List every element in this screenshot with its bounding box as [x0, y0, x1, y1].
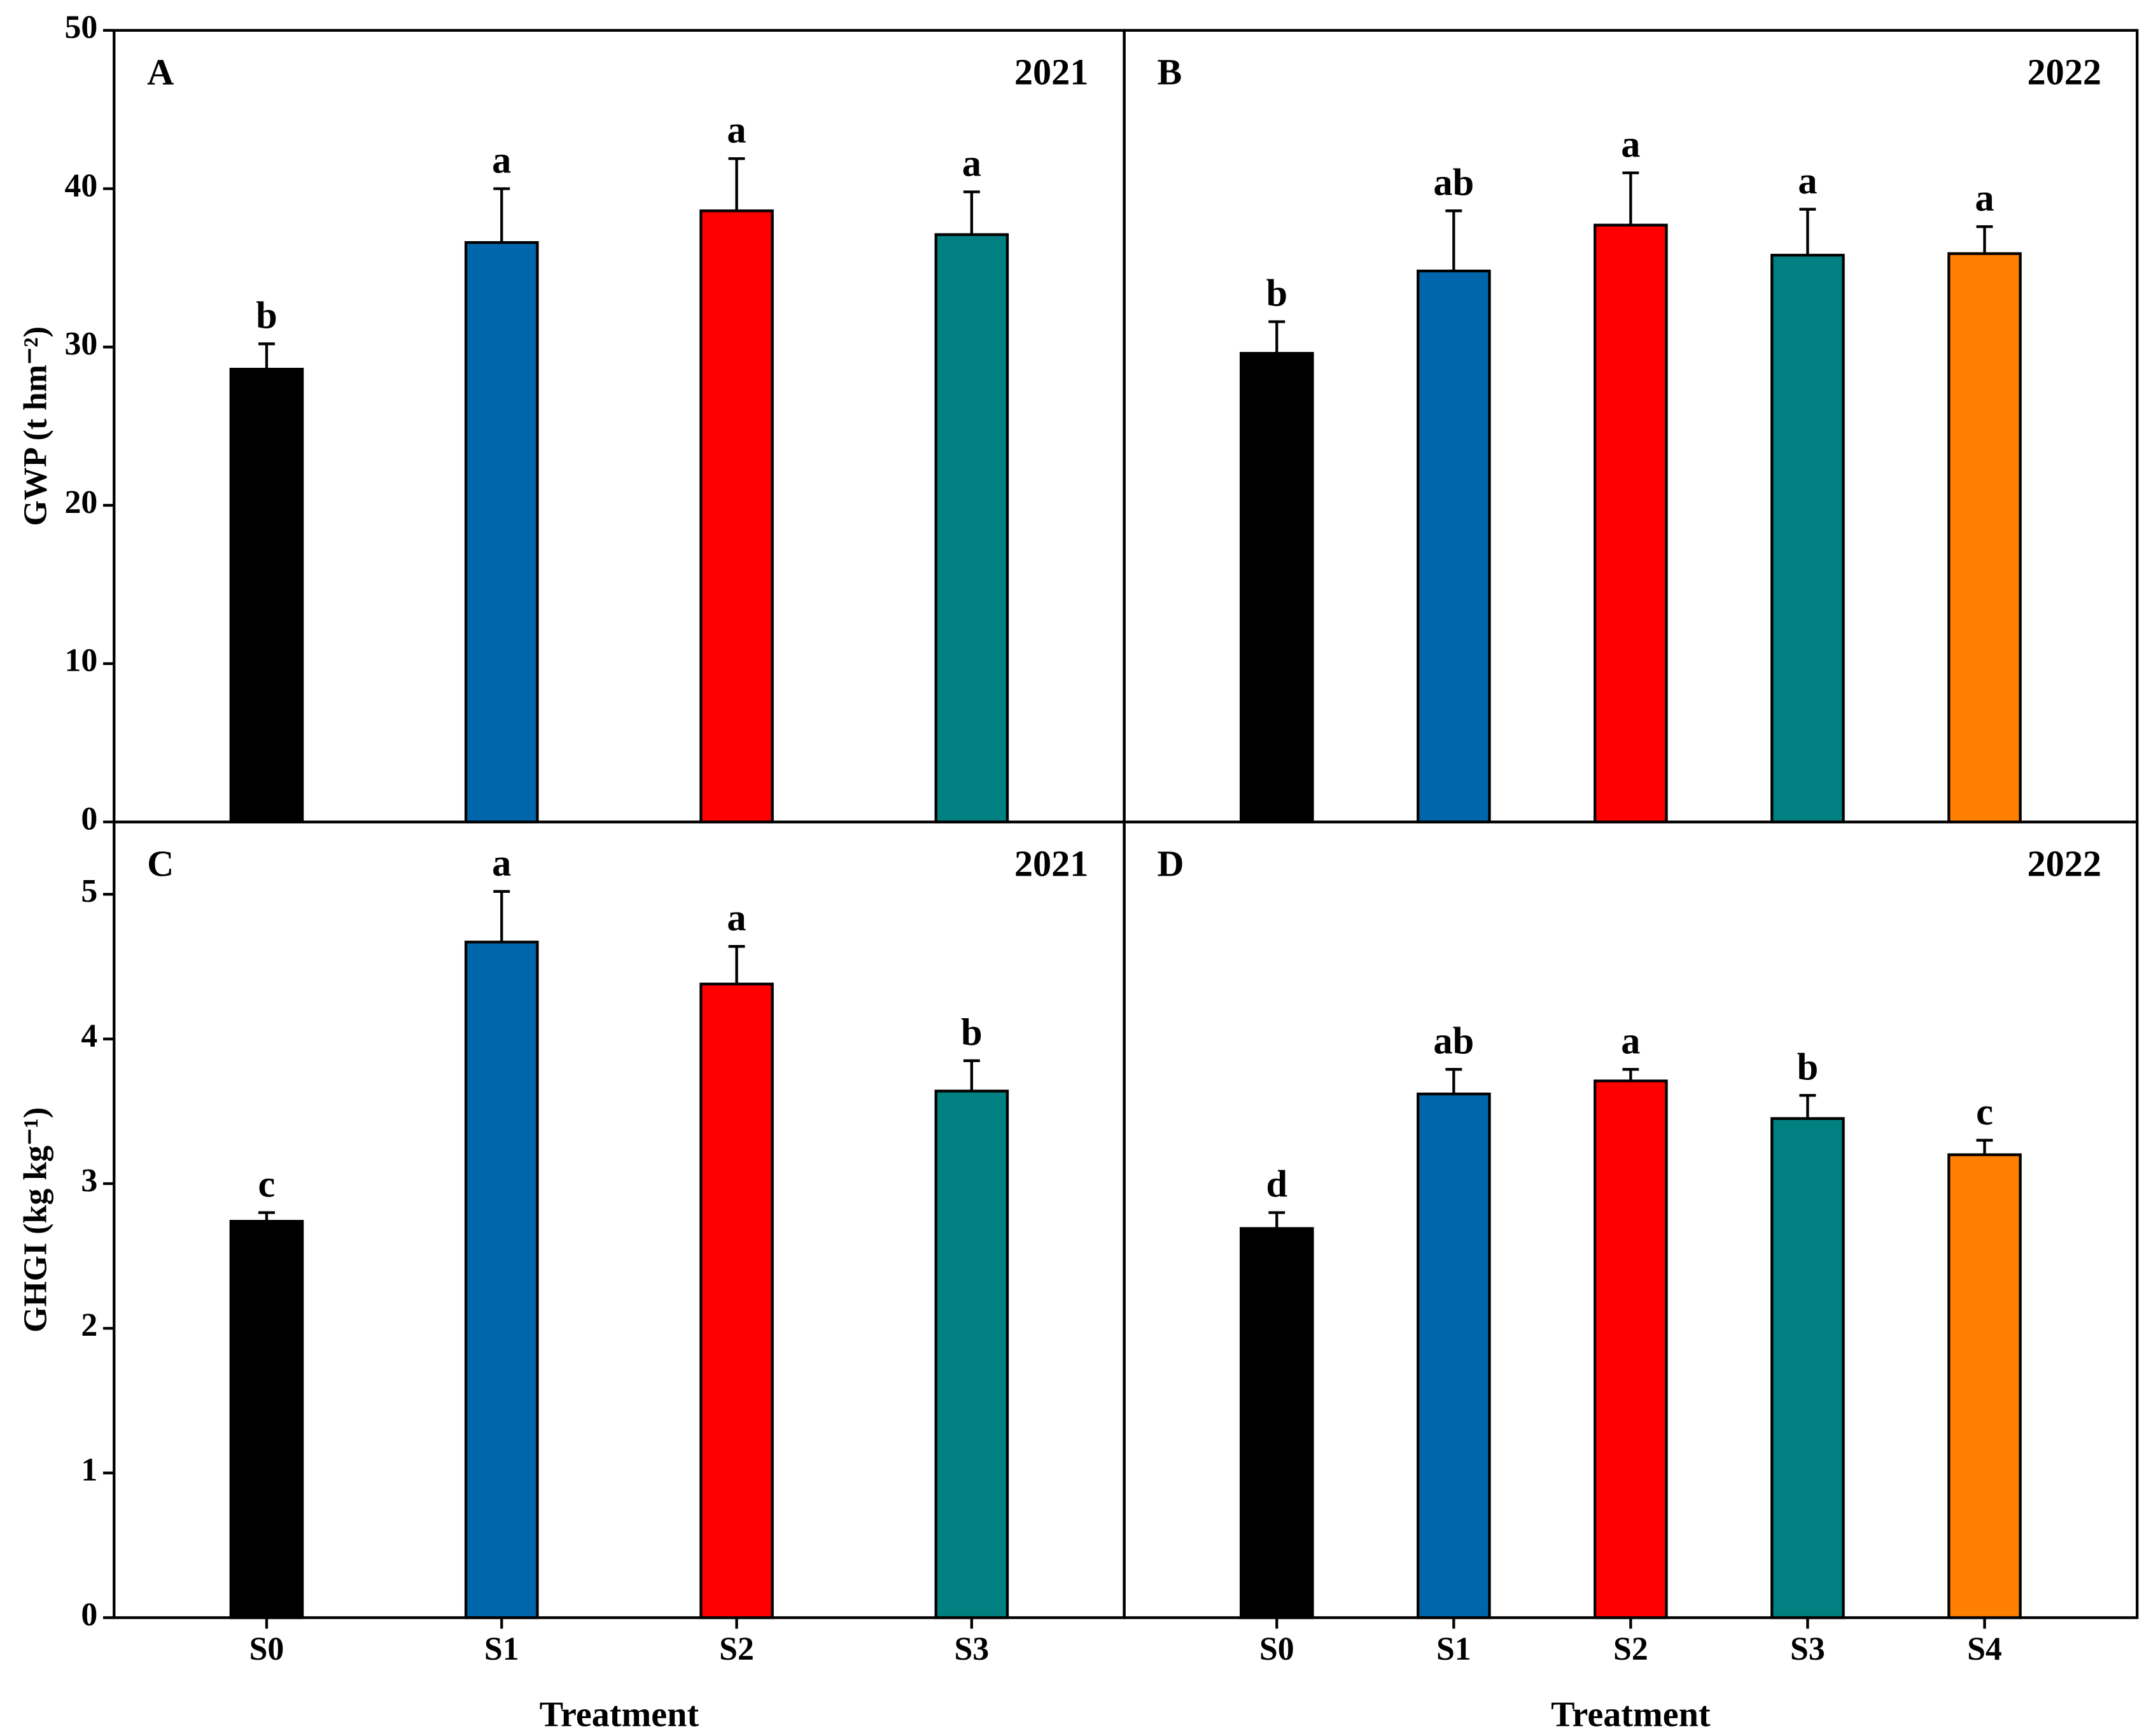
significance-letter: a	[1621, 1019, 1640, 1062]
y-axis-label: GWP (t hm⁻²)	[17, 326, 53, 526]
significance-letter: b	[1797, 1046, 1819, 1088]
significance-letter: a	[492, 842, 511, 885]
y-tick-label: 0	[81, 801, 97, 837]
panel-year: 2021	[1014, 843, 1089, 884]
x-tick-label: S0	[1259, 1631, 1294, 1667]
bar	[464, 941, 539, 1620]
x-tick-label: S1	[484, 1631, 519, 1667]
panel-year: 2022	[2027, 843, 2101, 884]
significance-letter: b	[961, 1011, 983, 1054]
bar	[1417, 1092, 1491, 1620]
bar	[1770, 253, 1845, 823]
y-tick-label: 5	[81, 873, 97, 909]
y-tick-label: 1	[81, 1452, 97, 1488]
panel-frame	[1123, 820, 2139, 1620]
panel-label: A	[147, 51, 174, 92]
significance-letter: d	[1266, 1163, 1287, 1205]
panel-year: 2021	[1014, 51, 1089, 92]
bar	[1594, 223, 1668, 823]
bar	[229, 1219, 304, 1620]
significance-letter: a	[962, 142, 981, 185]
bar	[699, 983, 774, 1620]
bar	[1239, 352, 1314, 823]
significance-letter: a	[492, 139, 511, 182]
significance-letter: ab	[1433, 161, 1474, 204]
significance-letter: a	[1798, 160, 1817, 202]
significance-letter: b	[1266, 272, 1287, 314]
y-tick-label: 50	[65, 10, 98, 46]
x-tick-label: S2	[719, 1631, 754, 1667]
significance-letter: a	[727, 897, 746, 939]
bar	[229, 367, 304, 823]
x-tick-label: S0	[249, 1631, 284, 1667]
panel-label: D	[1157, 843, 1184, 884]
y-tick-label: 20	[65, 484, 98, 521]
bar	[1594, 1079, 1668, 1620]
significance-letter: c	[258, 1163, 276, 1205]
x-tick-label: S3	[954, 1631, 989, 1667]
y-tick-label: 2	[81, 1307, 97, 1343]
x-tick-label: S1	[1436, 1631, 1471, 1667]
y-tick-label: 30	[65, 326, 98, 362]
y-axis-label: GHGI (kg kg⁻¹)	[17, 1107, 53, 1333]
bar	[1770, 1117, 1845, 1620]
x-tick-label: S3	[1790, 1631, 1825, 1667]
y-tick-label: 0	[81, 1597, 97, 1633]
y-tick-label: 3	[81, 1163, 97, 1199]
bar	[934, 1089, 1009, 1620]
x-axis-label: Treatment	[540, 1695, 699, 1735]
x-axis-label: Treatment	[1551, 1695, 1711, 1735]
bar	[699, 209, 774, 823]
significance-letter: ab	[1433, 1019, 1474, 1062]
x-tick-label: S2	[1613, 1631, 1648, 1667]
bar	[1947, 1153, 2022, 1620]
panel-label: C	[147, 843, 174, 884]
bar	[464, 241, 539, 823]
panel-year: 2022	[2027, 51, 2101, 92]
bar	[1417, 269, 1491, 823]
bar	[1947, 252, 2022, 823]
x-tick-label: S4	[1967, 1631, 2002, 1667]
panel-label: B	[1157, 51, 1182, 92]
y-tick-label: 40	[65, 167, 98, 204]
significance-letter: c	[1976, 1091, 1993, 1133]
bar	[934, 233, 1009, 823]
y-tick-label: 4	[81, 1018, 97, 1054]
significance-letter: a	[1621, 123, 1640, 166]
significance-letter: a	[727, 109, 746, 151]
y-tick-label: 10	[65, 643, 98, 679]
bar	[1239, 1227, 1314, 1620]
significance-letter: a	[1975, 177, 1994, 220]
significance-letter: b	[256, 294, 277, 337]
